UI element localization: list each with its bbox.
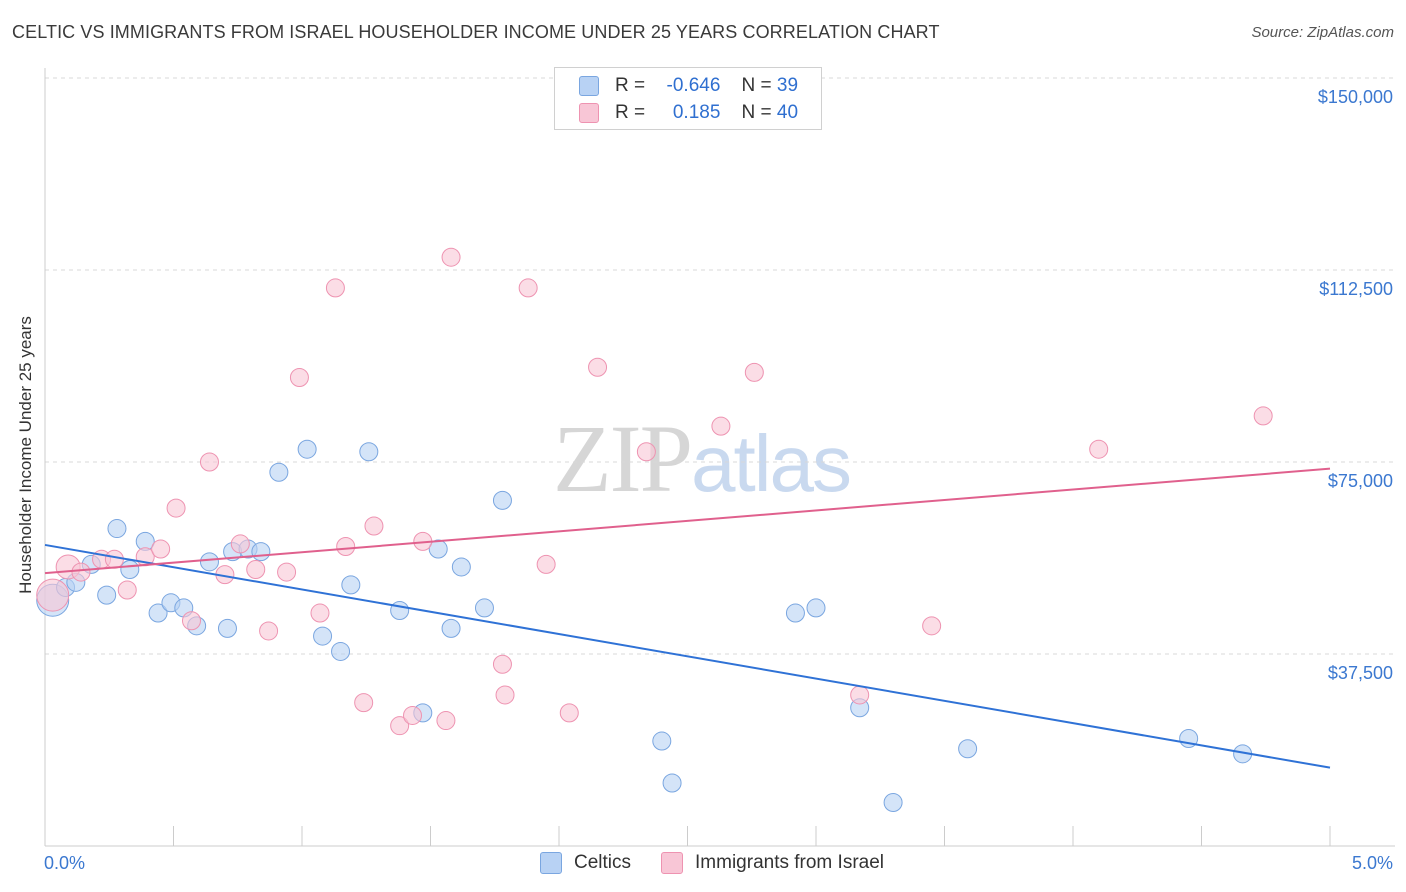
celtics-point: [313, 626, 333, 646]
israel-point: [559, 703, 579, 723]
celtics-point: [97, 585, 117, 605]
y-tick-label: $75,000: [1328, 471, 1393, 491]
israel-point: [36, 578, 70, 612]
legend-n-value: 39: [776, 75, 799, 96]
israel-point: [310, 603, 330, 623]
celtics-point: [199, 552, 219, 572]
celtics-point: [107, 519, 127, 539]
israel-point: [390, 716, 410, 736]
israel-point: [151, 539, 171, 559]
israel-point: [922, 616, 942, 636]
israel-point: [325, 278, 345, 298]
israel-point: [246, 560, 266, 580]
celtics-point: [148, 603, 168, 623]
celtics-point: [806, 598, 826, 618]
israel-point: [436, 711, 456, 731]
y-axis-label: Householder Income Under 25 years: [16, 316, 35, 594]
celtics-point: [331, 641, 351, 661]
legend-row-israel: R = 0.185 N = 40: [579, 102, 798, 124]
legend-item-israel: Immigrants from Israel: [661, 852, 884, 874]
israel-point: [441, 247, 461, 267]
israel-point: [166, 498, 186, 518]
celtics-point: [883, 792, 903, 812]
legend-n-label: N =: [741, 75, 772, 96]
series-legend: Celtics Immigrants from Israel: [540, 852, 914, 874]
celtics-point: [662, 773, 682, 793]
israel-point: [364, 516, 384, 536]
legend-r-label: R =: [615, 75, 646, 96]
israel-point: [536, 554, 556, 574]
legend-n-value: 40: [776, 102, 799, 123]
celtics-swatch: [579, 76, 599, 96]
israel-point: [181, 611, 201, 631]
celtics-point: [269, 462, 289, 482]
celtics-point: [390, 600, 410, 620]
celtics-point: [341, 575, 361, 595]
y-tick-label: $150,000: [1318, 87, 1393, 107]
celtics-point: [474, 598, 494, 618]
israel-point: [199, 452, 219, 472]
israel-point: [850, 685, 870, 705]
israel-swatch: [661, 852, 684, 874]
celtics-point: [359, 442, 379, 462]
y-tick-label: $37,500: [1328, 663, 1393, 683]
israel-point: [636, 442, 656, 462]
legend-israel-label: Immigrants from Israel: [695, 852, 884, 873]
israel-point: [744, 362, 764, 382]
celtics-point: [492, 490, 512, 510]
israel-point: [588, 357, 608, 377]
israel-point: [492, 654, 512, 674]
legend-r-value: 0.185: [672, 102, 721, 123]
israel-point: [259, 621, 279, 641]
chart-title: CELTIC VS IMMIGRANTS FROM ISRAEL HOUSEHO…: [12, 22, 940, 42]
celtics-point: [451, 557, 471, 577]
x-tick-label: 0.0%: [44, 853, 85, 873]
legend-n-label: N =: [741, 102, 772, 123]
legend-item-celtics: Celtics: [540, 852, 631, 874]
legend-celtics-label: Celtics: [574, 852, 632, 873]
israel-point: [230, 534, 250, 554]
legend-r-value: -0.646: [666, 75, 721, 96]
israel-point: [711, 416, 731, 436]
celtics-point: [120, 560, 140, 580]
israel-point: [518, 278, 538, 298]
celtics-point: [297, 439, 317, 459]
celtics-swatch: [540, 852, 562, 874]
legend-row-celtics: R = -0.646 N = 39: [579, 75, 798, 97]
israel-point: [495, 685, 515, 705]
x-tick-label: 5.0%: [1352, 853, 1393, 873]
source-label: Source: ZipAtlas.com: [1251, 24, 1394, 41]
israel-point: [289, 368, 309, 388]
legend-r-label: R =: [615, 102, 646, 123]
celtics-point: [251, 542, 271, 562]
israel-point: [71, 562, 91, 582]
celtics-point: [785, 603, 805, 623]
celtics-point: [652, 731, 672, 751]
israel-point: [1253, 406, 1273, 426]
celtics-point: [441, 618, 461, 638]
israel-point: [277, 562, 297, 582]
israel-trend-line: [44, 467, 1331, 575]
israel-point: [104, 549, 124, 569]
israel-point: [403, 705, 423, 725]
watermark-zip: ZIP: [553, 405, 693, 512]
israel-swatch: [579, 103, 599, 123]
celtics-point: [958, 739, 978, 759]
israel-point: [336, 536, 356, 556]
celtics-point: [428, 539, 448, 559]
celtics-point: [217, 618, 237, 638]
israel-point: [117, 580, 137, 600]
y-tick-label: $112,500: [1319, 279, 1393, 299]
israel-point: [1089, 439, 1109, 459]
israel-point: [354, 693, 374, 713]
celtics-trend-line: [44, 543, 1331, 769]
stats-legend: R = -0.646 N = 39 R = 0.185 N = 40: [554, 67, 822, 130]
